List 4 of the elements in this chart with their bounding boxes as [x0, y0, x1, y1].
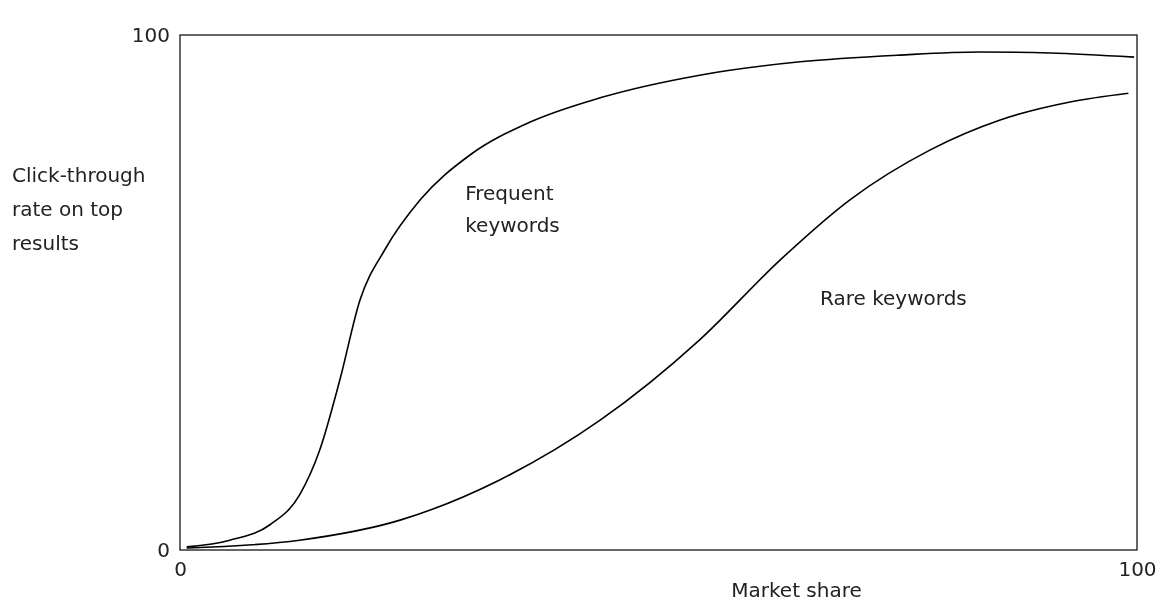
series-label: Frequent keywords	[465, 180, 560, 237]
x-axis-title: Market share	[731, 578, 862, 601]
y-axis-title: Click-through rate on top results	[12, 163, 146, 255]
text: Rare keywords	[820, 286, 967, 311]
